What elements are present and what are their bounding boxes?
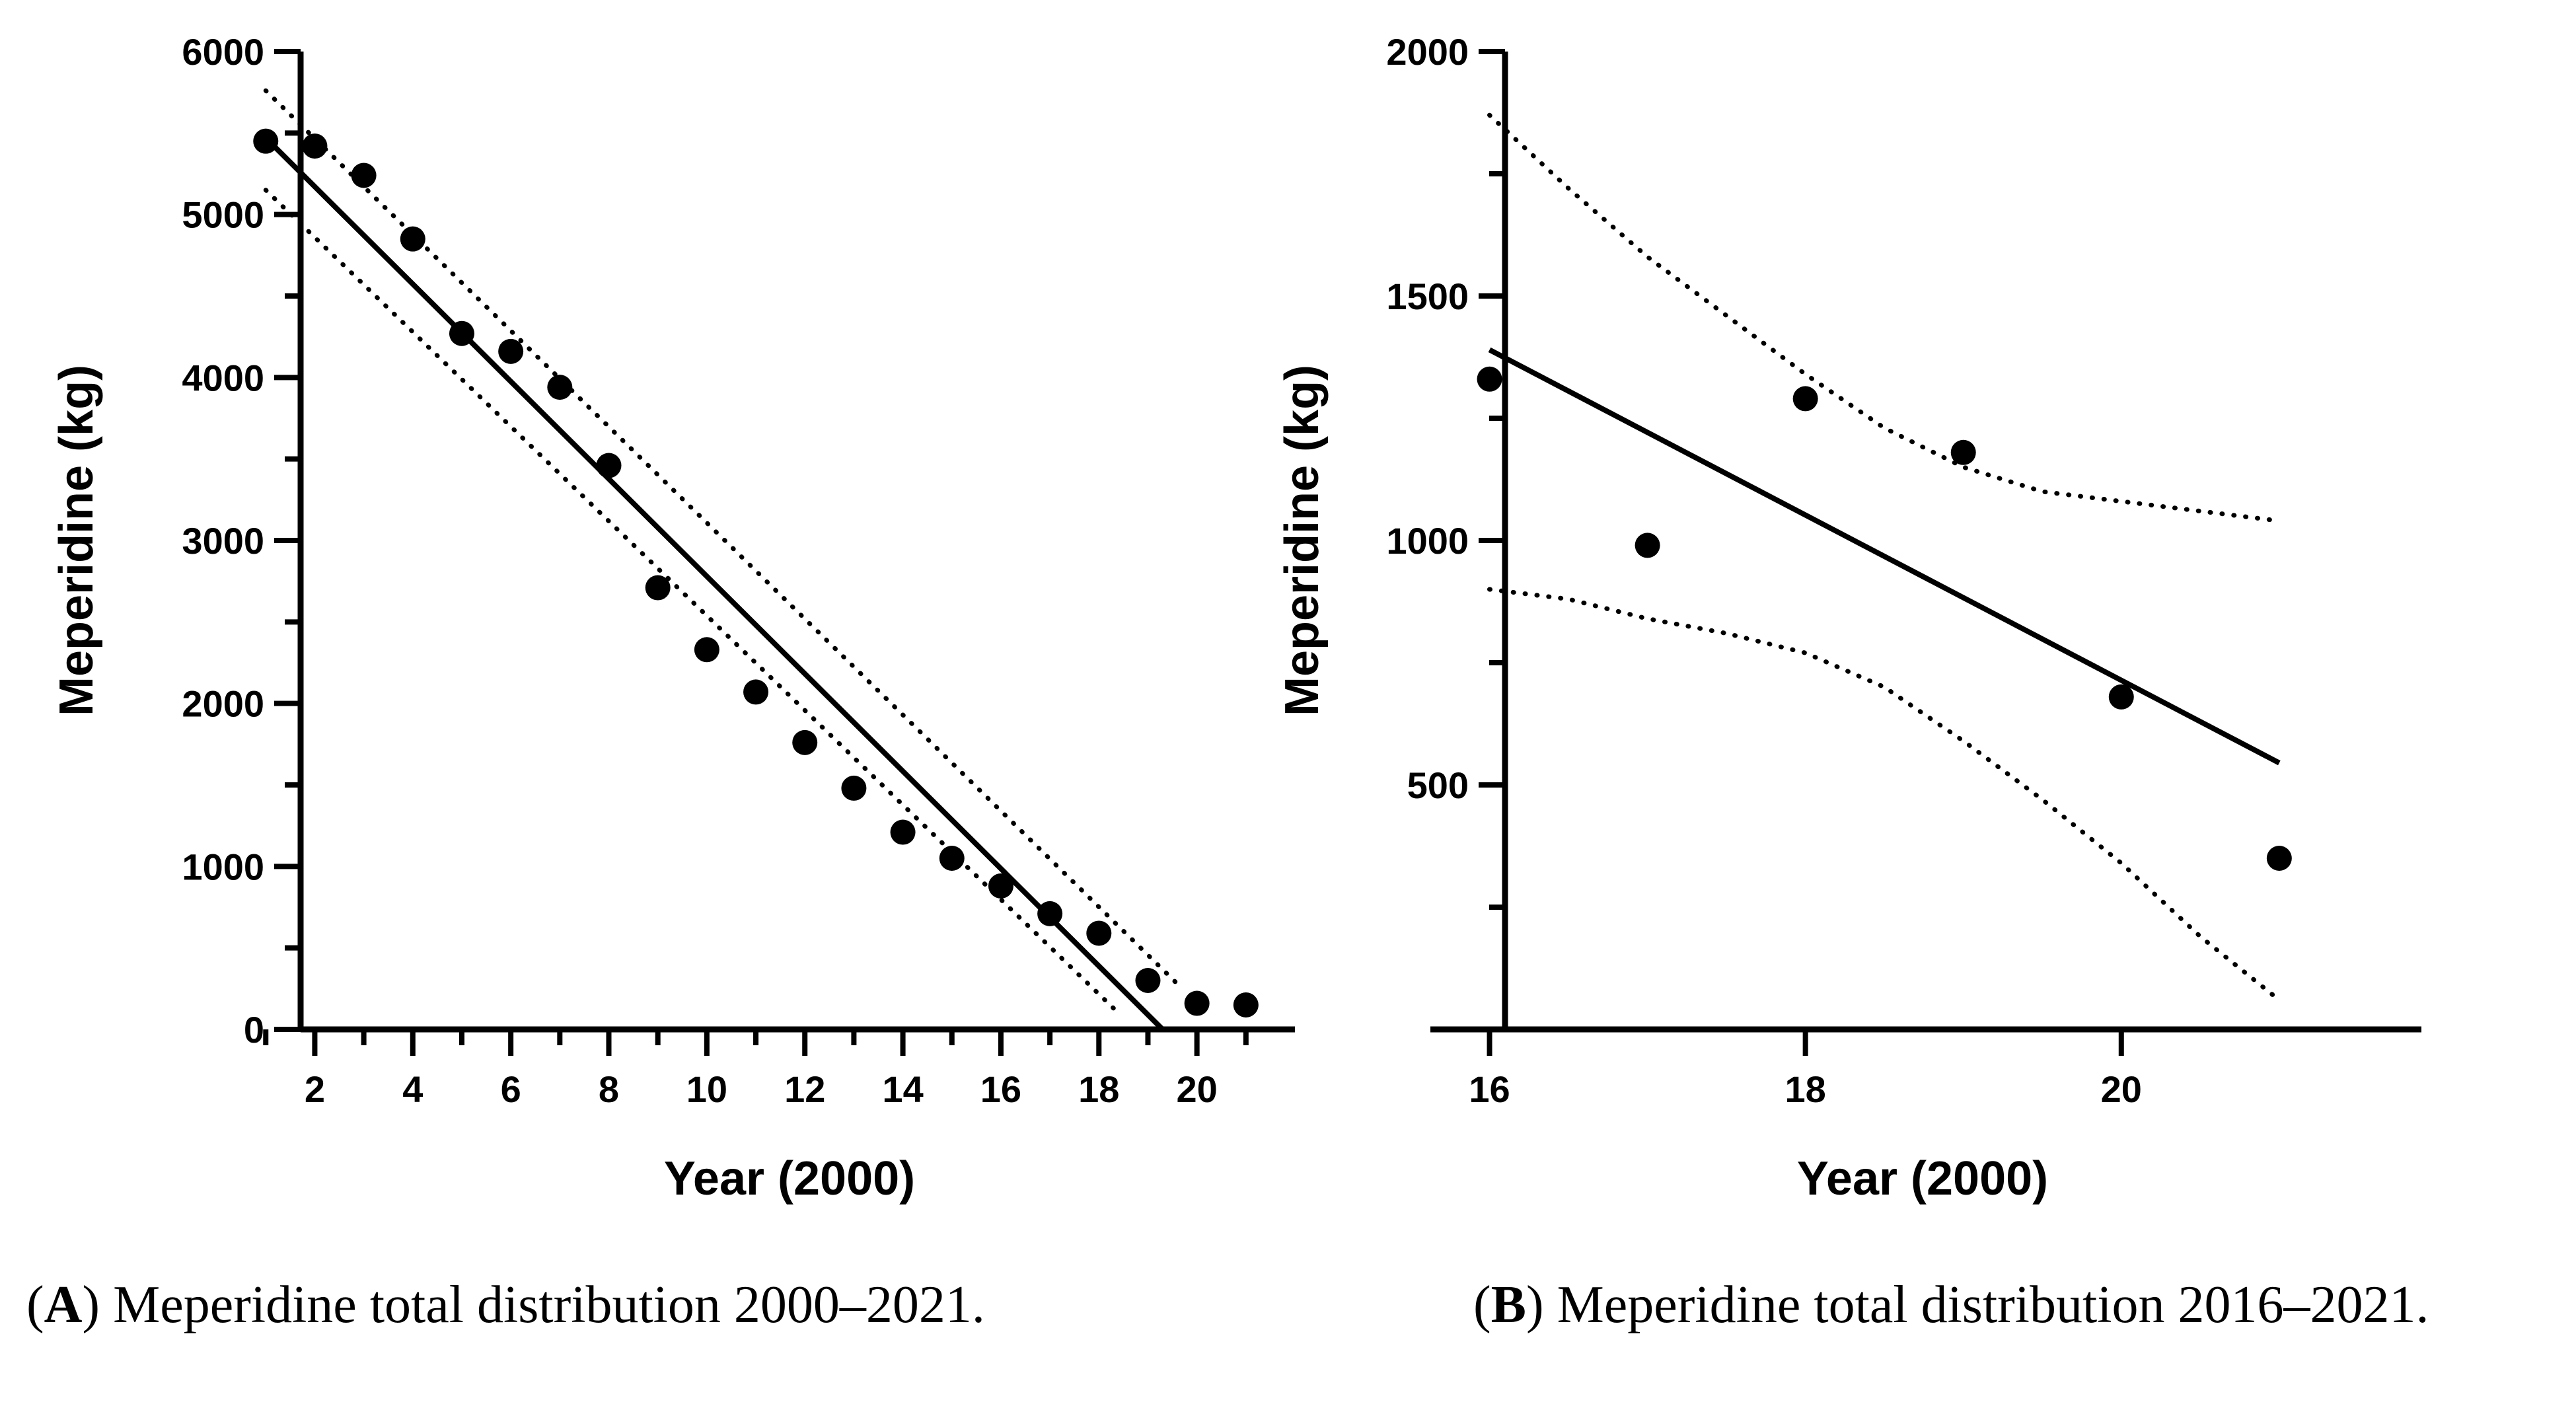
panel-a-ci-upper-line xyxy=(263,88,1185,991)
panel-a-y-tick-label: 4000 xyxy=(182,357,264,398)
caption-a-text: Meperidine total distribution 2000–2021. xyxy=(113,1276,985,1334)
panel-a-data-point xyxy=(841,775,867,801)
panel-a-data-point xyxy=(302,133,328,159)
panel-a-data-point xyxy=(547,375,573,400)
panel-a-x-tick-label: 16 xyxy=(980,1068,1021,1110)
panel-b-x-tick-label: 20 xyxy=(2101,1068,2142,1110)
panel-a-x-tick-label: 18 xyxy=(1078,1068,1119,1110)
panel-a-y-tick-label: 5000 xyxy=(182,194,264,236)
panel-a-y-axis-title: Meperidine (kg) xyxy=(50,365,103,716)
panel-a-data-point xyxy=(351,163,377,188)
panel-a-data-point xyxy=(1233,992,1259,1018)
panel-a-data-point xyxy=(645,575,671,601)
panel-b-data-point xyxy=(1792,386,1818,412)
panel-a-data-point xyxy=(743,679,769,705)
caption-b: (B) Meperidine total distribution 2016–2… xyxy=(1473,1276,2429,1334)
panel-a-x-tick-label: 10 xyxy=(686,1068,727,1110)
panel-a-y-tick-label: 2000 xyxy=(182,683,264,725)
panel-b-y-tick-label: 1500 xyxy=(1386,276,1469,317)
panel-a-data-point xyxy=(988,873,1013,899)
panel-b-chart: 500 1000 1500 2000 16 18 20 Year (2000) Meperidi… xyxy=(1276,31,2421,1205)
panel-a-x-tick-label: 8 xyxy=(599,1068,619,1110)
panel-a-x-axis-title: Year (2000) xyxy=(664,1152,915,1205)
panel-a-x-tick-label: 20 xyxy=(1176,1068,1217,1110)
panel-a-y-tick-label: 0 xyxy=(244,1009,264,1051)
panel-a-data-point xyxy=(694,637,719,663)
panel-b-y-axis-title: Meperidine (kg) xyxy=(1276,365,1329,716)
panel-b-ci-upper-line xyxy=(1487,112,2282,523)
panel-a-x-tick-label: 14 xyxy=(882,1068,923,1110)
panel-b-x-tick-label: 16 xyxy=(1469,1068,1510,1110)
panel-b-fit-line xyxy=(1488,347,2281,766)
panel-b-y-tick-label: 1000 xyxy=(1386,520,1469,562)
panel-b-ci-lower-line xyxy=(1487,587,2282,1003)
panel-a-data-point xyxy=(939,846,965,871)
panel-a-x-tick-label: 4 xyxy=(402,1068,423,1110)
caption-a-label: A xyxy=(44,1276,83,1334)
panel-a-data-point xyxy=(449,320,474,346)
panel-a-x-tick-label: 12 xyxy=(784,1068,825,1110)
panel-a-data-point xyxy=(498,338,524,364)
panel-b-x-tick-label: 18 xyxy=(1785,1068,1826,1110)
panel-b-x-axis-title: Year (2000) xyxy=(1797,1152,2048,1205)
panel-a-y-tick-label: 6000 xyxy=(182,31,264,73)
panel-a-data-point xyxy=(792,729,818,755)
panel-b-data-point xyxy=(1635,533,1660,558)
panel-b-data-point xyxy=(1477,366,1502,392)
caption-b-text: Meperidine total distribution 2016–2021. xyxy=(1557,1276,2429,1334)
panel-a-chart: 0 1000 2000 3000 4000 5000 6000 2 4 6 8 10 12 14 16 18 2… xyxy=(50,31,1295,1205)
panel-a-y-tick-label: 1000 xyxy=(182,846,264,887)
panel-a-data-point xyxy=(1086,920,1112,946)
panel-a-data-point xyxy=(1037,901,1063,926)
panel-b-y-tick-label: 500 xyxy=(1407,764,1469,806)
panel-a-data-point xyxy=(596,453,622,478)
panel-b-data-point xyxy=(2266,846,2292,871)
panel-b-data-point xyxy=(2108,684,2134,710)
panel-a-fit-line xyxy=(264,135,1165,1031)
panel-b-data-point xyxy=(1950,439,1976,465)
panel-b-y-tick-label: 2000 xyxy=(1386,31,1469,73)
caption-a: (A) Meperidine total distribution 2000–2… xyxy=(26,1276,985,1334)
caption-b-label: B xyxy=(1490,1276,1526,1334)
panel-a-data-point xyxy=(400,226,425,252)
panel-a-data-point xyxy=(253,128,279,154)
panel-a-y-tick-label: 3000 xyxy=(182,520,264,562)
panel-a-ci-lower-line xyxy=(263,188,1121,1016)
panel-a-data-point xyxy=(890,819,916,845)
panel-a-x-tick-label: 6 xyxy=(501,1068,521,1110)
panel-a-x-tick-label: 2 xyxy=(305,1068,325,1110)
panel-a-data-point xyxy=(1184,990,1210,1016)
panel-a-data-point xyxy=(1135,968,1161,993)
